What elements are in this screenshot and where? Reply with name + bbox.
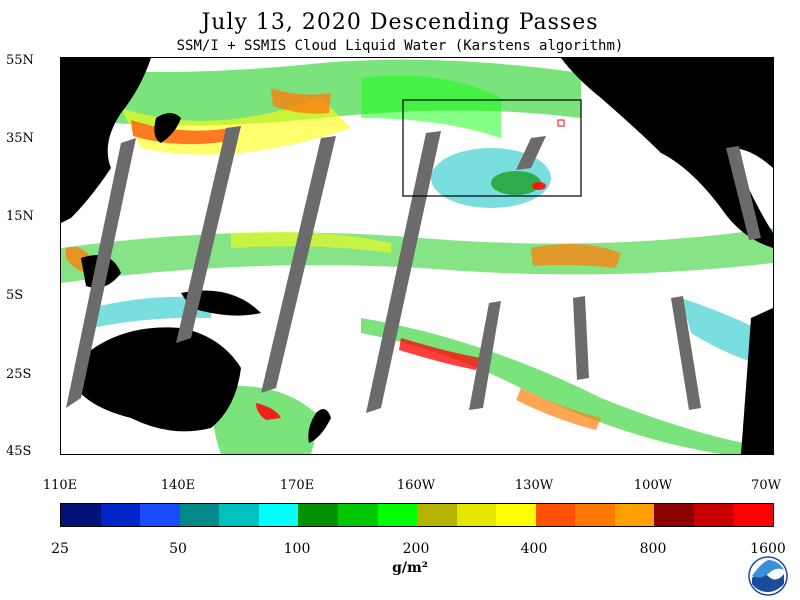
noaa-logo [748,556,788,596]
colorbar-swatch [417,504,457,526]
lat-label: 45S [6,444,32,459]
map-subtitle: SSM/I + SSMIS Cloud Liquid Water (Karste… [176,38,624,54]
lon-label: 170E [279,478,315,493]
swath-gap [66,138,136,408]
swath-gap [726,146,761,240]
colorbar-swatch [575,504,615,526]
map-canvas [61,58,773,454]
north-america-landmass [561,58,773,248]
land-masses [61,58,773,454]
lon-label: 160W [396,478,436,493]
lat-label: 15N [6,209,34,224]
swath-gap [671,296,701,410]
colorbar-swatch [258,504,299,526]
south-america-landmass [741,308,773,454]
swath-gap [366,131,441,413]
colorbar-swatch [535,504,576,526]
colorbar-tick-label: 800 [639,541,667,557]
swath-gap [176,126,241,343]
colorbar-tick-label: 100 [283,541,311,557]
swath-gap [261,136,336,393]
swath-gap [469,301,501,410]
australia-landmass [76,327,241,432]
colorbar-tick-label: 200 [402,541,430,557]
swath-gap [516,136,546,170]
colorbar [60,503,774,527]
colorbar-units: g/m² [392,560,428,576]
colorbar-swatch [337,504,378,526]
lat-label: 5S [6,288,24,303]
japan-landmass [154,113,181,143]
lon-label: 130W [514,478,554,493]
colorbar-swatch [456,504,497,526]
colorbar-tick-label: 1600 [750,541,786,557]
lon-label: 140E [160,478,196,493]
colorbar-swatch [694,504,734,526]
swath-gap [573,296,589,380]
colorbar-swatch [140,504,180,526]
colorbar-swatch [100,504,141,526]
marker-box [557,119,565,127]
no-data-swaths [66,126,761,413]
colorbar-swatch [377,504,418,526]
colorbar-tick-label: 25 [51,541,69,557]
lon-label: 70W [751,478,781,493]
lat-label: 25S [6,367,32,382]
asia-landmass [61,58,151,223]
lat-label: 35N [6,131,34,146]
new-zealand-landmass [308,409,331,443]
region-box [402,99,582,197]
colorbar-swatch [614,504,655,526]
new-guinea-landmass [181,290,261,316]
colorbar-swatch [219,504,259,526]
colorbar-swatch [496,504,536,526]
colorbar-swatch [61,504,101,526]
colorbar-swatch [654,504,694,526]
cloud-water-map [60,57,774,455]
lon-label: 100W [633,478,673,493]
colorbar-swatch [733,504,774,526]
map-title: July 13, 2020 Descending Passes [201,10,599,35]
cloud-water-field [61,59,773,454]
colorbar-swatch [298,504,338,526]
colorbar-tick-label: 50 [169,541,187,557]
lat-label: 55N [6,53,34,68]
lon-label: 110E [42,478,78,493]
colorbar-tick-label: 400 [520,541,548,557]
colorbar-swatch [179,504,220,526]
